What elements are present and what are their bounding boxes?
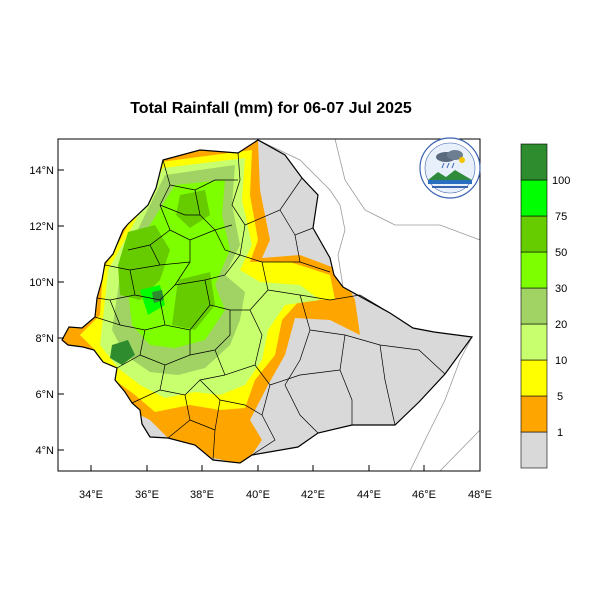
legend-swatch bbox=[520, 251, 548, 289]
legend-swatch bbox=[520, 359, 548, 397]
legend-swatch bbox=[520, 179, 548, 217]
axis-frame bbox=[57, 138, 481, 472]
rain-band-50-75 bbox=[176, 190, 210, 228]
legend-swatch bbox=[520, 323, 548, 361]
rain-band-above-100 bbox=[110, 340, 135, 365]
legend-label: 1 bbox=[557, 427, 563, 439]
legend-label: 20 bbox=[555, 319, 567, 331]
legend-swatch bbox=[520, 215, 548, 253]
rain-band-50-75 bbox=[172, 272, 215, 330]
ethiopia-rainfall-field bbox=[62, 140, 472, 463]
neighbour-borders bbox=[257, 138, 481, 472]
lat-tick-label: 8°N bbox=[36, 333, 55, 345]
lat-tick-label: 6°N bbox=[36, 389, 55, 401]
lon-tick-label: 40°E bbox=[246, 489, 270, 501]
rain-band-above-100 bbox=[152, 290, 164, 303]
rain-band-50-75 bbox=[118, 225, 170, 300]
legend-label: 5 bbox=[557, 391, 563, 403]
legend-label: 100 bbox=[552, 175, 570, 187]
lon-tick-label: 38°E bbox=[190, 489, 214, 501]
lat-tick-label: 10°N bbox=[29, 277, 54, 289]
ethiopia-outline bbox=[61, 139, 474, 464]
legend-label: 30 bbox=[555, 283, 567, 295]
legend-swatch bbox=[520, 395, 548, 433]
ethiopian-meteorology-institute-logo bbox=[419, 137, 481, 199]
legend-label: 10 bbox=[555, 355, 567, 367]
legend-swatch bbox=[520, 143, 548, 181]
legend-label: 75 bbox=[555, 211, 567, 223]
lon-axis: 34°E 36°E 38°E 40°E 42°E 44°E 46°E 48°E bbox=[79, 465, 492, 501]
map-title: Total Rainfall (mm) for 06-07 Jul 2025 bbox=[130, 100, 412, 117]
lon-tick-label: 48°E bbox=[468, 489, 492, 501]
lat-tick-label: 12°N bbox=[29, 221, 54, 233]
lat-axis: 14°N 12°N 10°N 8°N 6°N 4°N bbox=[29, 165, 64, 457]
color-legend: 1 5 10 20 30 50 75 100 bbox=[520, 143, 570, 469]
lon-tick-label: 46°E bbox=[412, 489, 436, 501]
legend-swatch bbox=[520, 431, 548, 469]
legend-swatch bbox=[520, 287, 548, 325]
lon-tick-label: 44°E bbox=[357, 489, 381, 501]
lon-tick-label: 36°E bbox=[135, 489, 159, 501]
legend-label: 50 bbox=[555, 247, 567, 259]
zone-boundaries bbox=[94, 152, 446, 461]
lon-tick-label: 42°E bbox=[301, 489, 325, 501]
lon-tick-label: 34°E bbox=[79, 489, 103, 501]
lat-tick-label: 4°N bbox=[36, 445, 55, 457]
lat-tick-label: 14°N bbox=[29, 165, 54, 177]
